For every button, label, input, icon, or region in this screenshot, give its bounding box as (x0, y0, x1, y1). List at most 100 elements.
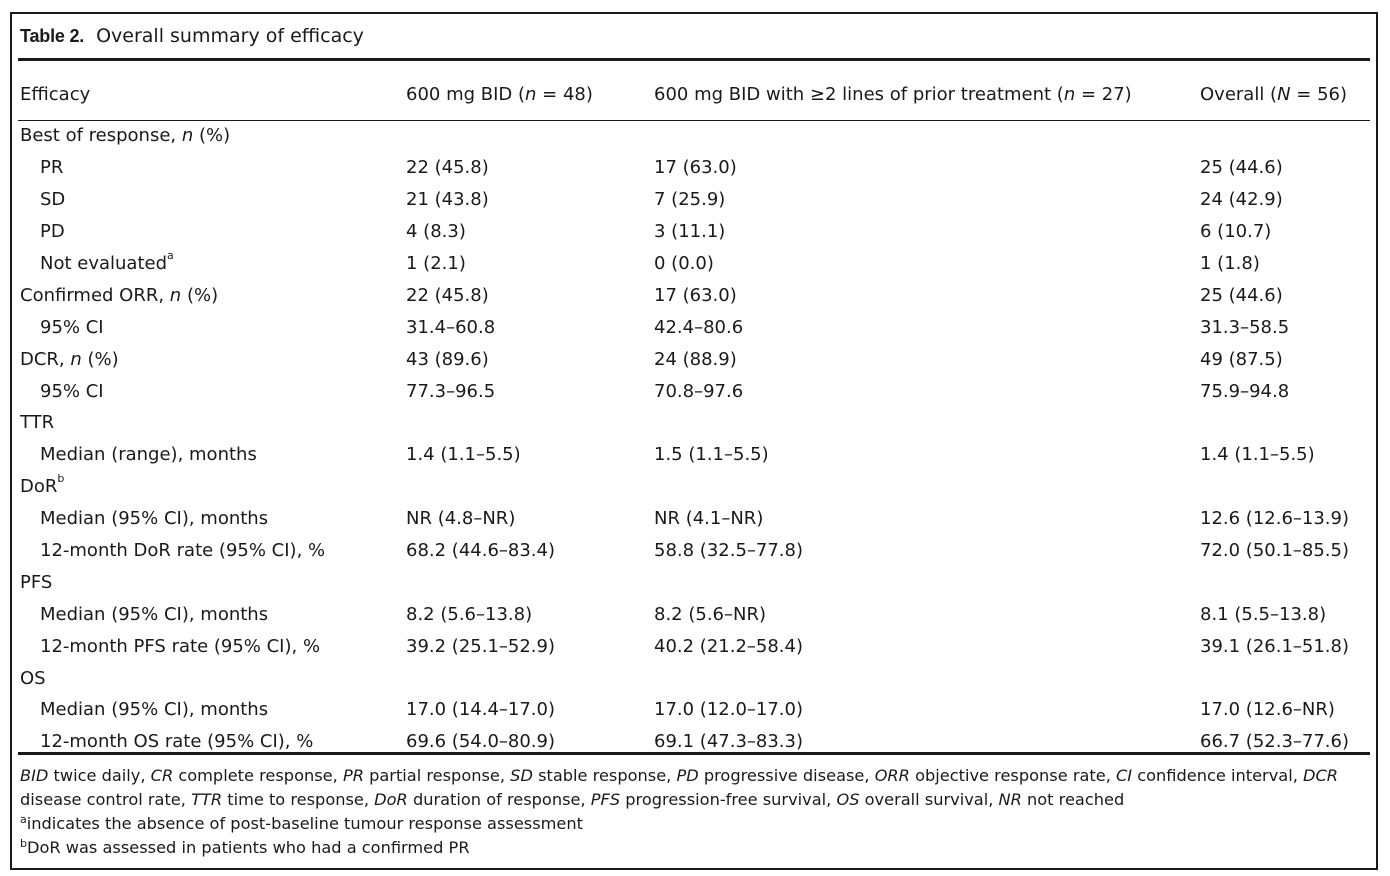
table-row: 12-month OS rate (95% CI), % 69.6 (54.0–8… (18, 726, 1372, 758)
value-600mg (406, 471, 654, 503)
table-row: PD 4 (8.3) 3 (11.1) 6 (10.7) (18, 216, 1372, 248)
value-600mg-prior (654, 407, 1200, 439)
value-overall (1200, 120, 1372, 152)
value-overall (1200, 471, 1372, 503)
row-label: PR (40, 157, 64, 179)
footnote-mark: b (57, 472, 65, 486)
value-overall: 1 (1.8) (1200, 253, 1260, 274)
value-overall (1200, 566, 1372, 598)
abbreviation-term: PR (342, 766, 364, 785)
value-600mg-prior (654, 120, 1200, 152)
value-600mg (406, 662, 654, 694)
row-label: 12-month OS rate (95% CI), % (40, 731, 314, 753)
value-600mg-prior: 17 (63.0) (654, 157, 737, 179)
value-overall: 49 (87.5) (1200, 348, 1283, 370)
row-label: DoRb (20, 472, 65, 498)
value-600mg: 8.2 (5.6–13.8) (406, 603, 533, 625)
row-label: 95% CI (40, 316, 104, 338)
value-600mg: 69.6 (54.0–80.9) (406, 731, 556, 753)
table-row: Median (95% CI), months 17.0 (14.4–17.0) 1… (18, 694, 1372, 726)
value-overall: 25 (44.6) (1200, 157, 1283, 179)
row-label: Median (95% CI), months (40, 508, 269, 530)
value-overall: 72.0 (50.1–85.5) (1200, 540, 1350, 562)
value-600mg-prior: 1.5 (1.1–5.5) (654, 444, 769, 466)
row-label: Median (95% CI), months (40, 603, 269, 625)
footnote-b: bDoR was assessed in patients who had a … (20, 837, 470, 857)
value-600mg-prior: NR (4.1–NR) (654, 508, 764, 530)
value-600mg-prior: 70.8–97.6 (654, 380, 744, 402)
row-label: PD (40, 221, 65, 243)
value-600mg: 43 (89.6) (406, 348, 489, 370)
abbreviation-term: BID (20, 766, 49, 785)
value-600mg-prior: 17 (63.0) (654, 284, 737, 306)
footnotes: BID twice daily, CR complete response, P… (20, 764, 1372, 860)
value-600mg: 17.0 (14.4–17.0) (406, 699, 556, 721)
abbreviation-term: CR (150, 766, 174, 785)
value-600mg-prior: 7 (25.9) (654, 189, 726, 211)
value-600mg (406, 407, 654, 439)
abbreviation-term: ORR (874, 766, 910, 785)
value-600mg-prior: 24 (88.9) (654, 348, 737, 370)
row-label: OS (20, 667, 46, 689)
row-label: 12-month DoR rate (95% CI), % (40, 540, 326, 562)
value-600mg-prior: 42.4–80.6 (654, 316, 744, 338)
table-row: Median (95% CI), months NR (4.8–NR) NR (4.… (18, 503, 1372, 535)
value-overall: 75.9–94.8 (1200, 380, 1290, 402)
value-600mg-prior: 69.1 (47.3–83.3) (654, 731, 804, 753)
table-label: Table 2. (20, 26, 85, 46)
table-row: PFS (18, 566, 1372, 598)
header-600mg-prior: 600 mg BID with ≥2 lines of prior treatm… (654, 83, 1132, 105)
table-bottom-rule (18, 752, 1370, 755)
value-600mg (406, 566, 654, 598)
header-top-rule (18, 58, 1370, 61)
value-overall: 1.4 (1.1–5.5) (1200, 444, 1315, 466)
value-600mg-prior (654, 471, 1200, 503)
footnote-a-mark: a (20, 813, 27, 826)
abbreviation-term: DoR (374, 790, 408, 809)
value-overall: 12.6 (12.6–13.9) (1200, 508, 1350, 530)
value-600mg-prior: 17.0 (12.0–17.0) (654, 699, 804, 721)
value-600mg-prior: 58.8 (32.5–77.8) (654, 540, 804, 562)
value-600mg (406, 120, 654, 152)
table-row: Median (95% CI), months 8.2 (5.6–13.8) 8.2… (18, 598, 1372, 630)
value-overall (1200, 407, 1372, 439)
efficacy-table: Efficacy 600 mg BID (n = 48) 600 mg BID … (18, 68, 1372, 758)
table-row: PR 22 (45.8) 17 (63.0) 25 (44.6) (18, 152, 1372, 184)
table-row: 12-month PFS rate (95% CI), % 39.2 (25.1–… (18, 630, 1372, 662)
value-600mg: NR (4.8–NR) (406, 508, 516, 530)
value-600mg: 39.2 (25.1–52.9) (406, 635, 556, 657)
value-overall: 31.3–58.5 (1200, 316, 1290, 338)
row-label: DCR, n (%) (20, 348, 119, 370)
value-600mg-prior: 0 (0.0) (654, 253, 714, 274)
header-efficacy: Efficacy (20, 83, 91, 105)
abbreviation-term: DCR (1303, 766, 1339, 785)
table-row: Confirmed ORR, n (%) 22 (45.8) 17 (63.0) 25… (18, 279, 1372, 311)
table-row: TTR (18, 407, 1372, 439)
value-600mg: 4 (8.3) (406, 221, 466, 243)
value-600mg-prior: 40.2 (21.2–58.4) (654, 635, 804, 657)
value-600mg: 21 (43.8) (406, 189, 489, 211)
table-row: 95% CI 31.4–60.8 42.4–80.6 31.3–58.5 (18, 311, 1372, 343)
table-row: SD 21 (43.8) 7 (25.9) 24 (42.9) (18, 184, 1372, 216)
value-overall: 39.1 (26.1–51.8) (1200, 635, 1350, 657)
value-overall: 25 (44.6) (1200, 284, 1283, 306)
value-600mg: 77.3–96.5 (406, 380, 496, 402)
row-label: Median (range), months (40, 444, 257, 466)
value-600mg-prior: 8.2 (5.6–NR) (654, 603, 766, 625)
header-600mg: 600 mg BID (n = 48) (406, 83, 593, 105)
row-label: Best of response, n (%) (20, 125, 231, 147)
table-row: 95% CI 77.3–96.5 70.8–97.6 75.9–94.8 (18, 375, 1372, 407)
row-label: 12-month PFS rate (95% CI), % (40, 635, 321, 657)
value-overall (1200, 662, 1372, 694)
header-overall: Overall (N = 56) (1200, 83, 1347, 105)
footnote-a: aindicates the absence of post-baseline … (20, 813, 583, 833)
table-row: Best of response, n (%) (18, 120, 1372, 152)
abbreviation-term: SD (510, 766, 533, 785)
abbreviation-term: PFS (590, 790, 621, 809)
row-label: 95% CI (40, 380, 104, 402)
table-frame: Table 2. Overall summary of efficacy Effi… (10, 12, 1378, 870)
table-body: Best of response, n (%) PR 22 (45.8) 17 (63… (18, 120, 1372, 758)
value-600mg: 31.4–60.8 (406, 316, 496, 338)
table-row: DoRb (18, 471, 1372, 503)
value-600mg-prior (654, 662, 1200, 694)
